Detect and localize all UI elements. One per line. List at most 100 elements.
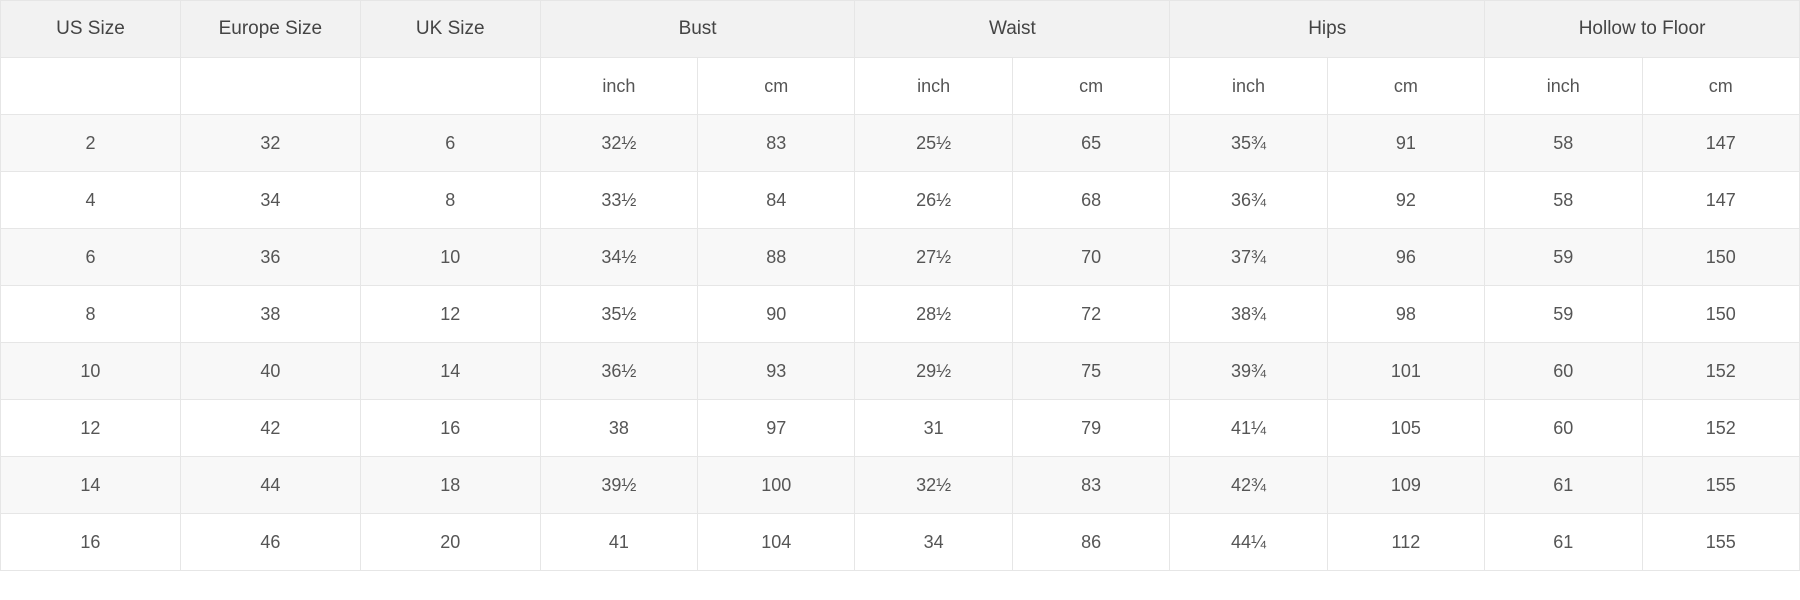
cell: 26½ [855, 172, 1012, 229]
cell: 61 [1485, 514, 1642, 571]
cell: 83 [1012, 457, 1169, 514]
header-row: US Size Europe Size UK Size Bust Waist H… [1, 1, 1800, 58]
cell: 28½ [855, 286, 1012, 343]
cell: 42 [180, 400, 360, 457]
cell: 39¾ [1170, 343, 1327, 400]
cell: 147 [1642, 115, 1799, 172]
cell: 10 [1, 343, 181, 400]
col-header-hollow-to-floor: Hollow to Floor [1485, 1, 1800, 58]
cell: 29½ [855, 343, 1012, 400]
cell: 86 [1012, 514, 1169, 571]
subheader-cell: inch [1170, 58, 1327, 115]
cell: 32½ [855, 457, 1012, 514]
cell: 25½ [855, 115, 1012, 172]
cell: 33½ [540, 172, 697, 229]
cell: 59 [1485, 286, 1642, 343]
cell: 14 [360, 343, 540, 400]
cell: 90 [698, 286, 855, 343]
col-header-us-size: US Size [1, 1, 181, 58]
cell: 38 [540, 400, 697, 457]
cell: 92 [1327, 172, 1484, 229]
cell: 6 [1, 229, 181, 286]
cell: 10 [360, 229, 540, 286]
cell: 75 [1012, 343, 1169, 400]
col-header-bust: Bust [540, 1, 855, 58]
cell: 152 [1642, 343, 1799, 400]
subheader-cell: inch [540, 58, 697, 115]
table-row: 6 36 10 34½ 88 27½ 70 37¾ 96 59 150 [1, 229, 1800, 286]
cell: 39½ [540, 457, 697, 514]
cell: 112 [1327, 514, 1484, 571]
cell: 58 [1485, 115, 1642, 172]
cell: 61 [1485, 457, 1642, 514]
cell: 150 [1642, 229, 1799, 286]
cell: 18 [360, 457, 540, 514]
cell: 31 [855, 400, 1012, 457]
cell: 27½ [855, 229, 1012, 286]
cell: 68 [1012, 172, 1169, 229]
cell: 34½ [540, 229, 697, 286]
cell: 16 [1, 514, 181, 571]
cell: 79 [1012, 400, 1169, 457]
cell: 41 [540, 514, 697, 571]
subheader-cell [1, 58, 181, 115]
size-chart-table: US Size Europe Size UK Size Bust Waist H… [0, 0, 1800, 571]
subheader-cell: cm [1642, 58, 1799, 115]
cell: 84 [698, 172, 855, 229]
cell: 32½ [540, 115, 697, 172]
cell: 42¾ [1170, 457, 1327, 514]
cell: 38¾ [1170, 286, 1327, 343]
col-header-uk-size: UK Size [360, 1, 540, 58]
cell: 40 [180, 343, 360, 400]
subheader-cell: cm [1327, 58, 1484, 115]
cell: 34 [180, 172, 360, 229]
cell: 65 [1012, 115, 1169, 172]
table-row: 2 32 6 32½ 83 25½ 65 35¾ 91 58 147 [1, 115, 1800, 172]
cell: 70 [1012, 229, 1169, 286]
cell: 104 [698, 514, 855, 571]
table-row: 8 38 12 35½ 90 28½ 72 38¾ 98 59 150 [1, 286, 1800, 343]
cell: 20 [360, 514, 540, 571]
cell: 150 [1642, 286, 1799, 343]
cell: 58 [1485, 172, 1642, 229]
col-header-europe-size: Europe Size [180, 1, 360, 58]
table-row: 16 46 20 41 104 34 86 44¼ 112 61 155 [1, 514, 1800, 571]
subheader-cell [360, 58, 540, 115]
cell: 100 [698, 457, 855, 514]
subheader-cell: cm [1012, 58, 1169, 115]
cell: 6 [360, 115, 540, 172]
col-header-hips: Hips [1170, 1, 1485, 58]
subheader-cell: inch [1485, 58, 1642, 115]
cell: 14 [1, 457, 181, 514]
table-body: 2 32 6 32½ 83 25½ 65 35¾ 91 58 147 4 34 … [1, 115, 1800, 571]
cell: 12 [360, 286, 540, 343]
cell: 12 [1, 400, 181, 457]
cell: 109 [1327, 457, 1484, 514]
table-row: 10 40 14 36½ 93 29½ 75 39¾ 101 60 152 [1, 343, 1800, 400]
cell: 152 [1642, 400, 1799, 457]
cell: 59 [1485, 229, 1642, 286]
cell: 60 [1485, 343, 1642, 400]
subheader-cell [180, 58, 360, 115]
cell: 93 [698, 343, 855, 400]
subheader-cell: inch [855, 58, 1012, 115]
cell: 101 [1327, 343, 1484, 400]
cell: 4 [1, 172, 181, 229]
cell: 8 [1, 286, 181, 343]
cell: 37¾ [1170, 229, 1327, 286]
cell: 105 [1327, 400, 1484, 457]
cell: 8 [360, 172, 540, 229]
cell: 88 [698, 229, 855, 286]
col-header-waist: Waist [855, 1, 1170, 58]
cell: 97 [698, 400, 855, 457]
cell: 34 [855, 514, 1012, 571]
cell: 96 [1327, 229, 1484, 286]
cell: 44¼ [1170, 514, 1327, 571]
cell: 83 [698, 115, 855, 172]
table-row: 4 34 8 33½ 84 26½ 68 36¾ 92 58 147 [1, 172, 1800, 229]
subheader-row: inch cm inch cm inch cm inch cm [1, 58, 1800, 115]
cell: 36½ [540, 343, 697, 400]
cell: 36 [180, 229, 360, 286]
cell: 2 [1, 115, 181, 172]
cell: 147 [1642, 172, 1799, 229]
